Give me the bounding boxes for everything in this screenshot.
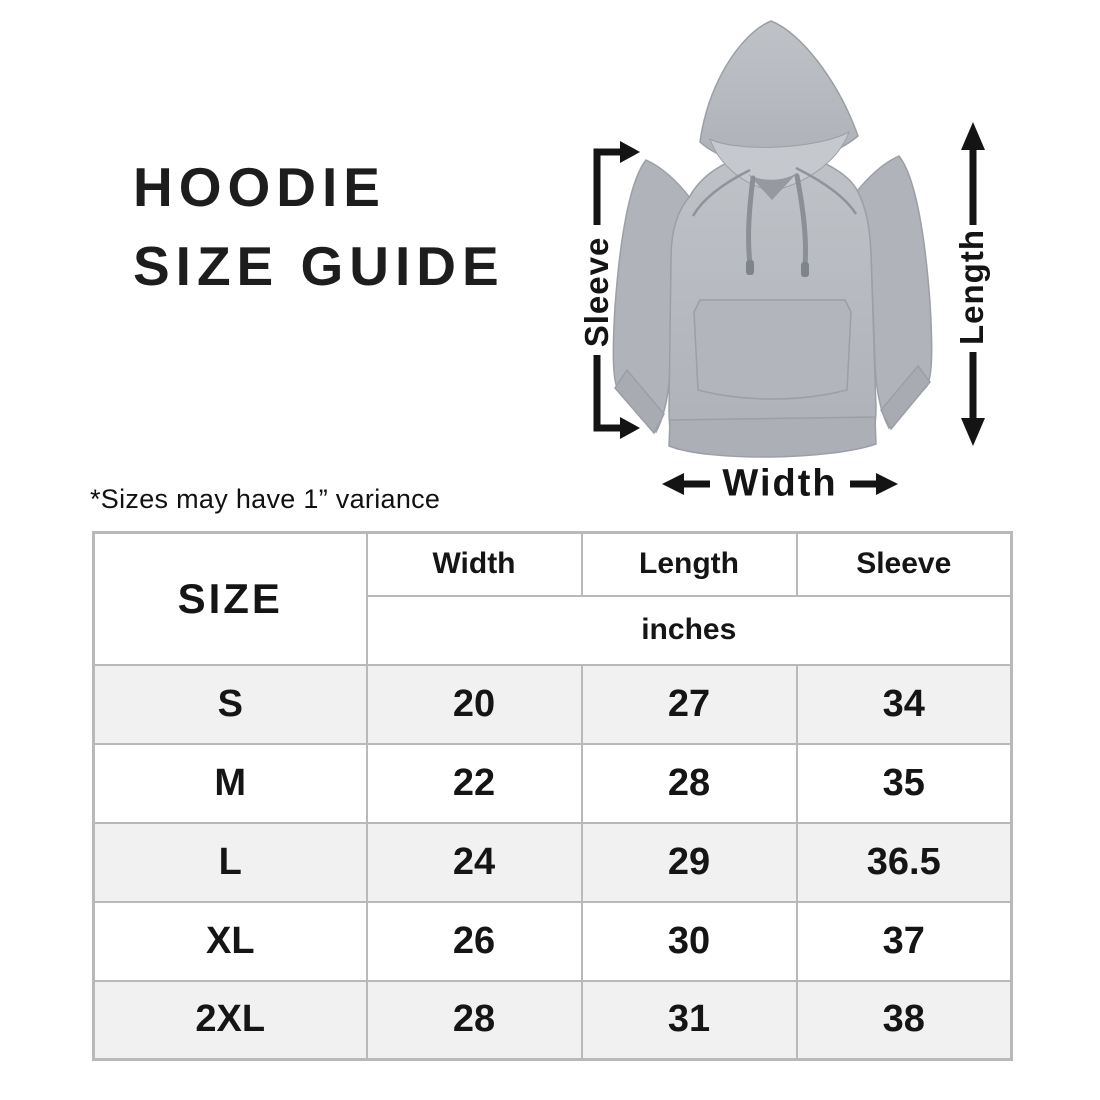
size-column-header: SIZE [92, 531, 368, 666]
page-title: HOODIE SIZE GUIDE [133, 148, 505, 306]
width-cell: 24 [365, 821, 583, 903]
hoodie-pocket [693, 299, 852, 400]
variance-note: *Sizes may have 1” variance [90, 484, 441, 514]
size-row-xl: XL 26 30 37 [92, 900, 1013, 982]
hoodie-illustration [612, 20, 933, 458]
size-row-2xl: 2XL 28 31 38 [92, 979, 1013, 1061]
size-cell: S [92, 663, 368, 745]
sleeve-cell: 36.5 [795, 821, 1013, 903]
width-right-arrow [850, 473, 898, 495]
size-cell: L [92, 821, 368, 903]
unit-header-row: inches [94, 594, 1013, 666]
width-left-arrow [662, 473, 710, 495]
title-line-1: HOODIE [133, 156, 386, 218]
hoodie-left-drawstring-tip [746, 260, 754, 275]
sleeve-bracket-arrow [593, 141, 640, 439]
sleeve-cell: 35 [795, 742, 1013, 824]
hoodie-hem-band [668, 416, 877, 458]
hoodie-left-seam [691, 168, 751, 217]
column-header-row: SIZE Width Length Sleeve [92, 531, 1013, 666]
width-cell: 20 [365, 663, 583, 745]
width-cell: 22 [365, 742, 583, 824]
sleeve-column-header: Sleeve [795, 531, 1013, 597]
hoodie-left-drawstring [746, 175, 756, 267]
hoodie-right-drawstring [794, 173, 809, 269]
sleeve-dimension-label: Sleeve [578, 236, 615, 348]
sleeve-cell: 37 [795, 900, 1013, 982]
hoodie-right-drawstring-tip [801, 262, 809, 277]
sleeve-cell: 38 [795, 979, 1013, 1061]
length-cell: 31 [580, 979, 798, 1061]
size-cell: XL [92, 900, 368, 982]
width-column-header: Width [365, 531, 583, 597]
width-cell: 26 [365, 900, 583, 982]
hoodie-hood-inner [709, 130, 850, 192]
hoodie-neck-shadow [748, 172, 798, 200]
sleeve-cell: 34 [795, 663, 1013, 745]
size-row-m: M 22 28 35 [92, 742, 1013, 824]
size-row-s: S 20 27 34 [92, 663, 1013, 745]
size-chart-table: SIZE Width Length Sleeve inches S 20 27 … [92, 531, 1013, 1061]
length-cell: 29 [580, 821, 798, 903]
width-cell: 28 [365, 979, 583, 1061]
width-dimension-label: Width [722, 462, 838, 505]
length-column-header: Length [580, 531, 798, 597]
size-row-l: L 24 29 36.5 [92, 821, 1013, 903]
length-double-arrow [961, 122, 985, 446]
hoodie-right-seam [795, 166, 858, 215]
length-dimension-label: Length [953, 229, 990, 345]
size-cell: 2XL [92, 979, 368, 1061]
measurement-arrows [593, 122, 985, 495]
title-line-2: SIZE GUIDE [133, 235, 505, 297]
length-cell: 27 [580, 663, 798, 745]
unit-header: inches [365, 594, 1013, 666]
length-cell: 28 [580, 742, 798, 824]
hoodie-left-cuff [614, 368, 665, 435]
size-cell: M [92, 742, 368, 824]
length-cell: 30 [580, 900, 798, 982]
hoodie-measurement-diagram: Sleeve Length Width [0, 0, 1100, 520]
hoodie-right-cuff [880, 364, 931, 431]
